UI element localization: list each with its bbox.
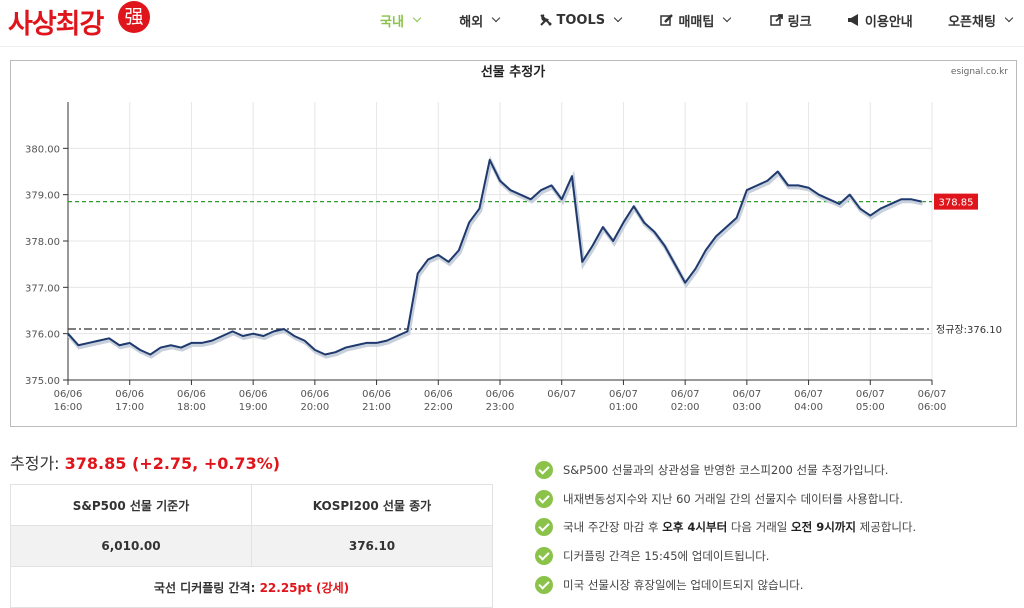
series-line	[67, 158, 922, 356]
table-header: S&P500 선물 기준가	[10, 484, 252, 526]
chart-source: esignal.co.kr	[951, 67, 1008, 77]
table-cell: 376.10	[251, 525, 493, 567]
chart-title: 선물 추정가	[481, 64, 545, 80]
note: 내재변동성지수와 지난 60 거래일 간의 선물지수 데이터를 사용합니다.	[535, 485, 916, 514]
x-tick-label: 06/07	[547, 389, 576, 400]
x-tick-label: 06/07 01:00	[609, 389, 638, 413]
x-tick-label: 06/06 19:00	[239, 389, 268, 413]
note: S&P500 선물과의 상관성을 반영한 코스피200 선물 추정가입니다.	[535, 456, 916, 485]
nav-label: 이용안내	[864, 14, 913, 30]
check-icon	[535, 575, 553, 594]
nav-item[interactable]: 오픈채팅	[948, 10, 1016, 30]
reference-label: 정규장:376.10	[936, 324, 1002, 336]
y-tick-label: 377.00	[25, 283, 60, 294]
note-segment: 디커플링 간격은 15:45에 업데이트됩니다.	[563, 549, 770, 564]
nav-item[interactable]: TOOLS	[539, 10, 626, 30]
summary-label: 추정가:	[10, 454, 60, 473]
note-segment: 다음 거래일	[727, 520, 792, 535]
nav-icon	[847, 14, 858, 26]
note-text: 미국 선물시장 휴장일에는 업데이트되지 않습니다.	[563, 577, 803, 593]
note-segment: 미국 선물시장 휴장일에는 업데이트되지 않습니다.	[563, 577, 804, 592]
nav-item[interactable]: 해외	[459, 10, 503, 30]
nav-item[interactable]: 이용안내	[847, 10, 913, 30]
x-tick-label: 06/06 21:00	[362, 389, 391, 413]
footer-value: 22.25pt (강세)	[259, 580, 350, 595]
nav-label: 링크	[787, 14, 812, 30]
y-tick-label: 379.00	[25, 191, 60, 202]
chevron	[1004, 13, 1014, 23]
chevron	[491, 13, 501, 23]
check-icon	[535, 547, 553, 566]
nav-label: 해외	[459, 14, 484, 30]
chevron	[412, 13, 422, 23]
x-tick-label: 06/07 03:00	[732, 389, 761, 413]
note-segment: 오후 4시부터	[662, 520, 728, 535]
x-tick-label: 06/07 02:00	[671, 389, 700, 413]
chart: 선물 추정가 esignal.co.kr 375.00 376.00 377.00 3…	[10, 60, 1017, 427]
nav-icon	[769, 14, 783, 26]
nav-label: 매매팁	[678, 14, 715, 30]
note: 디커플링 간격은 15:45에 업데이트됩니다.	[535, 542, 916, 571]
nav-label: TOOLS	[556, 12, 606, 28]
note-segment: 오전 9시까지	[791, 520, 856, 535]
info-table: S&P500 선물 기준가 KOSPI200 선물 종가 6,010.00 376.…	[10, 484, 493, 608]
chevron	[613, 13, 623, 23]
x-tick-label: 06/06 23:00	[486, 389, 515, 413]
x-tick-label: 06/06 16:00	[54, 389, 83, 413]
summary: 추정가: 378.85 (+2.75, +0.73%)	[10, 450, 280, 474]
x-tick-label: 06/07 06:00	[918, 389, 947, 413]
y-tick-label: 376.00	[25, 330, 60, 341]
nav-item[interactable]: 국내	[380, 10, 424, 30]
x-tick-label: 06/06 18:00	[177, 389, 206, 413]
table-cell: 6,010.00	[10, 525, 252, 567]
nav-item[interactable]: 매매팁	[660, 10, 734, 30]
x-tick-label: 06/06 20:00	[300, 389, 329, 413]
footer-label: 국선 디커플링 간격:	[153, 580, 256, 595]
check-icon	[535, 461, 553, 480]
chart-frame	[10, 60, 1017, 427]
chevron	[723, 13, 732, 23]
y-tick-label: 378.00	[25, 237, 60, 248]
note-segment: 내재변동성지수와 지난 60 거래일 간의 선물지수 데이터를 사용합니다.	[563, 491, 904, 506]
nav-label: 국내	[380, 14, 404, 30]
y-tick-label: 375.00	[25, 376, 60, 387]
x-tick-label: 06/07 04:00	[794, 389, 823, 413]
note-segment: 국내 주간장 마감 후	[563, 520, 663, 535]
y-tick-label: 380.00	[25, 144, 60, 155]
nav-item[interactable]: 링크	[769, 10, 812, 30]
note-text: 국내 주간장 마감 후 오후 4시부터 다음 거래일 오전 9시까지 제공합니다…	[563, 519, 916, 535]
reference-label: 378.85	[939, 198, 974, 209]
note-text: S&P500 선물과의 상관성을 반영한 코스피200 선물 추정가입니다.	[563, 462, 888, 478]
x-tick-label: 06/06 22:00	[424, 389, 453, 413]
nav-icon	[660, 14, 674, 26]
nav: 국내 해외 TOOLS 매매팁 링크 이용안내 오픈채팅	[380, 10, 1024, 30]
table-footer: 국선 디커플링 간격: 22.25pt (강세)	[10, 566, 493, 608]
check-icon	[535, 489, 553, 508]
table-header: KOSPI200 선물 종가	[251, 484, 493, 526]
notes: S&P500 선물과의 상관성을 반영한 코스피200 선물 추정가입니다. 내재…	[535, 456, 916, 599]
note-segment: S&P500 선물과의 상관성을 반영한 코스피200 선물 추정가입니다.	[563, 463, 889, 478]
summary-value: 378.85 (+2.75, +0.73%)	[64, 454, 281, 473]
x-tick-label: 06/07 05:00	[856, 389, 885, 413]
note-segment: 제공합니다.	[855, 520, 917, 535]
note: 국내 주간장 마감 후 오후 4시부터 다음 거래일 오전 9시까지 제공합니다…	[535, 513, 916, 542]
nav-label: 오픈채팅	[948, 14, 996, 30]
header-divider	[0, 46, 1024, 47]
x-tick-label: 06/06 17:00	[115, 389, 144, 413]
logo[interactable]: 사상최강	[8, 9, 104, 40]
check-icon	[535, 518, 553, 537]
logo-mark: 强	[118, 1, 150, 33]
reference-badge	[934, 193, 978, 210]
note: 미국 선물시장 휴장일에는 업데이트되지 않습니다.	[535, 570, 916, 599]
nav-icon	[539, 14, 552, 26]
note-text: 내재변동성지수와 지난 60 거래일 간의 선물지수 데이터를 사용합니다.	[563, 491, 903, 507]
note-text: 디커플링 간격은 15:45에 업데이트됩니다.	[563, 548, 769, 564]
